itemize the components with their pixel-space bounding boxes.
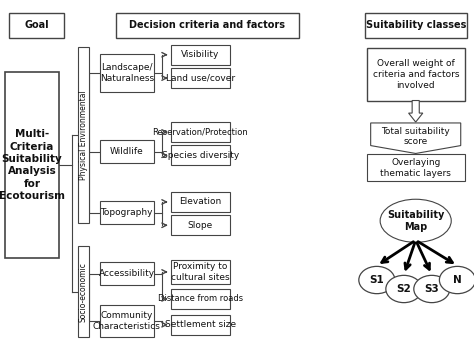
Circle shape [386, 275, 422, 303]
FancyBboxPatch shape [171, 68, 230, 88]
FancyBboxPatch shape [100, 201, 154, 224]
FancyBboxPatch shape [171, 122, 230, 142]
Text: Suitability
Map: Suitability Map [387, 210, 445, 232]
Circle shape [359, 266, 395, 294]
FancyBboxPatch shape [171, 45, 230, 65]
Text: Decision criteria and factors: Decision criteria and factors [129, 20, 285, 30]
FancyBboxPatch shape [367, 154, 465, 181]
FancyBboxPatch shape [100, 54, 154, 92]
Text: Visibility: Visibility [181, 50, 219, 59]
FancyBboxPatch shape [100, 262, 154, 285]
Text: Overlaying
thematic layers: Overlaying thematic layers [381, 158, 451, 178]
Text: Species diversity: Species diversity [162, 151, 239, 160]
Text: Distance from roads: Distance from roads [158, 294, 243, 303]
FancyBboxPatch shape [171, 315, 230, 335]
Text: Topography: Topography [100, 208, 153, 217]
Text: Suitability classes: Suitability classes [366, 20, 466, 30]
Text: S1: S1 [369, 275, 384, 285]
Text: Overall weight of
criteria and factors
involved: Overall weight of criteria and factors i… [373, 59, 459, 90]
Polygon shape [409, 101, 423, 122]
FancyBboxPatch shape [100, 140, 154, 163]
FancyBboxPatch shape [78, 47, 89, 223]
FancyBboxPatch shape [100, 305, 154, 337]
Text: Land use/cover: Land use/cover [166, 74, 235, 83]
Text: N: N [453, 275, 462, 285]
Text: S3: S3 [424, 284, 439, 294]
Ellipse shape [380, 199, 451, 242]
Text: Landscape/
Naturalness: Landscape/ Naturalness [100, 63, 154, 83]
FancyBboxPatch shape [171, 215, 230, 235]
FancyBboxPatch shape [367, 48, 465, 101]
Polygon shape [371, 123, 461, 154]
Text: Elevation: Elevation [179, 197, 221, 206]
Text: Wildlife: Wildlife [110, 147, 144, 156]
FancyBboxPatch shape [365, 13, 467, 38]
Text: Slope: Slope [188, 221, 213, 230]
FancyBboxPatch shape [9, 13, 64, 38]
Text: Physical Environmental: Physical Environmental [79, 90, 88, 180]
Text: Accessibility: Accessibility [99, 269, 155, 278]
Text: Settlement size: Settlement size [164, 320, 236, 329]
FancyBboxPatch shape [116, 13, 299, 38]
FancyBboxPatch shape [171, 192, 230, 212]
FancyBboxPatch shape [171, 260, 230, 284]
Text: Community
Characteristics: Community Characteristics [93, 311, 161, 331]
FancyBboxPatch shape [5, 72, 59, 258]
FancyBboxPatch shape [171, 145, 230, 165]
Text: Multi-
Criteria
Suitability
Analysis
for
Ecotourism: Multi- Criteria Suitability Analysis for… [0, 129, 65, 201]
Text: Goal: Goal [25, 20, 49, 30]
Circle shape [414, 275, 450, 303]
Text: Reservation/Protection: Reservation/Protection [152, 127, 248, 136]
FancyBboxPatch shape [171, 289, 230, 309]
Circle shape [439, 266, 474, 294]
Text: Proximity to
cultural sites: Proximity to cultural sites [171, 262, 229, 282]
Text: Total suitability
score: Total suitability score [381, 127, 450, 146]
Text: S2: S2 [396, 284, 411, 294]
Text: Socio-economic: Socio-economic [79, 262, 88, 322]
FancyBboxPatch shape [78, 246, 89, 337]
